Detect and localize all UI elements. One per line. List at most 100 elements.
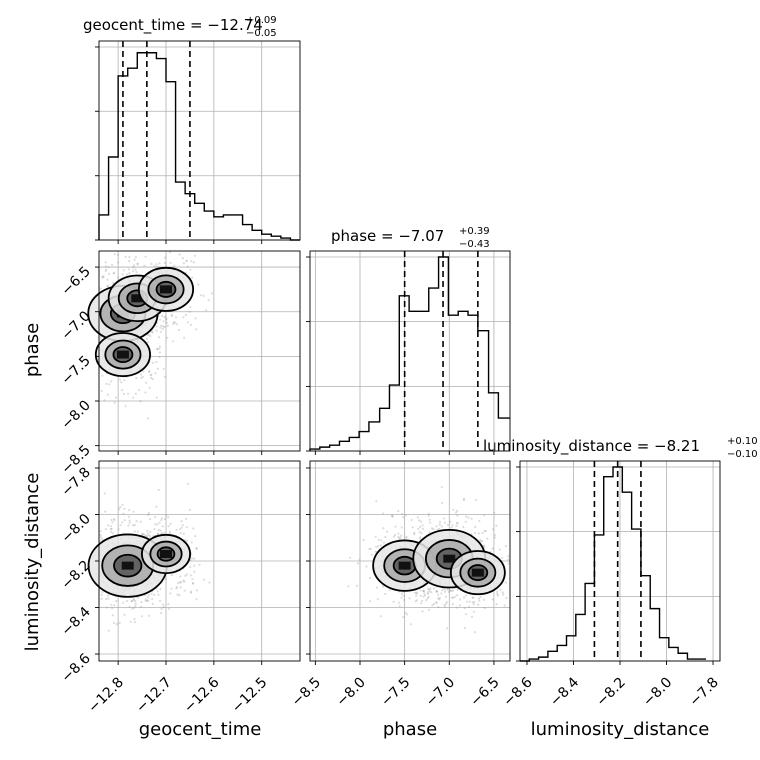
scatter-point — [189, 565, 192, 569]
scatter-point — [465, 613, 468, 616]
scatter-point — [130, 600, 134, 603]
scatter-point — [400, 596, 403, 599]
panel-frame — [309, 460, 511, 662]
scatter-point — [482, 598, 486, 601]
scatter-point — [193, 254, 196, 257]
scatter-point — [151, 331, 154, 334]
tick-label-x-geocent_time: −12.6 — [181, 674, 223, 716]
panel-luminosity_distance-vs-phase: −8.5 −8.0 −7.5 −7.0 −6.5 — [289, 460, 511, 710]
scatter-point — [376, 586, 379, 589]
scatter-point — [435, 601, 438, 604]
scatter-point — [413, 533, 416, 536]
scatter-point — [133, 264, 136, 267]
density-peak-2 — [471, 568, 484, 577]
scatter-point — [399, 536, 402, 540]
scatter-point — [186, 265, 189, 268]
xlabel-phase: phase — [383, 719, 437, 740]
scatter-point — [181, 524, 184, 527]
scatter-point — [386, 530, 389, 533]
scatter-point — [189, 323, 193, 326]
scatter-point — [473, 600, 476, 603]
scatter-point — [115, 623, 118, 626]
scatter-point — [453, 595, 456, 599]
scatter-point — [471, 596, 474, 599]
scatter-point — [176, 593, 179, 596]
scatter-point — [484, 529, 487, 533]
scatter-point — [429, 521, 432, 524]
scatter-point — [496, 593, 499, 596]
scatter-point — [401, 512, 404, 516]
scatter-point — [148, 614, 151, 617]
scatter-point — [438, 598, 441, 601]
scatter-point — [156, 367, 159, 370]
scatter-point — [474, 498, 477, 501]
scatter-point — [119, 524, 122, 527]
scatter-point — [111, 532, 114, 535]
scatter-point — [441, 589, 444, 592]
scatter-point — [161, 314, 164, 318]
density-peak-0 — [398, 561, 411, 570]
scatter-point — [107, 265, 110, 269]
scatter-point — [105, 606, 108, 609]
scatter-point — [132, 510, 135, 513]
scatter-point — [178, 594, 181, 597]
scatter-point — [423, 594, 427, 597]
scatter-point — [175, 528, 178, 531]
scatter-point — [418, 531, 421, 534]
scatter-point — [154, 515, 157, 519]
scatter-point — [185, 539, 189, 542]
scatter-point — [185, 260, 188, 263]
scatter-point — [107, 597, 110, 600]
scatter-point — [148, 517, 152, 521]
scatter-point — [191, 276, 194, 279]
scatter-point — [431, 604, 434, 607]
scatter-point — [444, 590, 447, 593]
scatter-point — [136, 596, 139, 599]
scatter-point — [193, 570, 196, 573]
scatter-point — [155, 361, 158, 364]
scatter-point — [109, 525, 112, 528]
scatter-point — [110, 530, 113, 534]
scatter-point — [142, 533, 145, 536]
contour-line-1 — [149, 540, 183, 568]
scatter-point — [192, 582, 195, 585]
tick-label-y-luminosity_distance: −8.6 — [58, 650, 93, 685]
scatter-point — [450, 589, 453, 592]
scatter-point — [478, 519, 481, 523]
scatter-point — [139, 605, 143, 609]
scatter-point — [507, 555, 510, 558]
scatter-point — [160, 612, 163, 615]
scatter-point — [163, 325, 166, 329]
scatter-point — [421, 527, 424, 531]
scatter-point — [450, 526, 453, 529]
scatter-point — [465, 594, 468, 597]
scatter-point — [410, 518, 413, 522]
panel-phase-vs-geocent_time: −8.5−8.0−7.5−7.0−6.5 — [58, 250, 301, 478]
scatter-point — [184, 517, 188, 521]
scatter-point — [163, 316, 166, 319]
scatter-point — [159, 318, 162, 321]
scatter-point — [384, 592, 387, 596]
scatter-point — [136, 262, 139, 265]
scatter-point — [106, 594, 109, 597]
scatter-point — [456, 522, 459, 525]
scatter-point — [170, 574, 173, 577]
scatter-point — [435, 590, 438, 593]
scatter-point — [149, 374, 152, 377]
scatter-point — [477, 532, 480, 535]
scatter-point — [382, 541, 386, 544]
scatter-point — [482, 544, 486, 547]
scatter-point — [374, 535, 377, 538]
scatter-point — [182, 532, 185, 535]
scatter-point — [194, 535, 197, 538]
scatter-point — [124, 255, 127, 258]
scatter-point — [472, 596, 475, 599]
scatter-point — [357, 562, 360, 565]
scatter-point — [155, 396, 158, 399]
scatter-point — [162, 605, 165, 609]
scatter-point — [478, 599, 481, 602]
scatter-point — [111, 607, 114, 610]
scatter-point — [388, 589, 391, 592]
scatter-point — [441, 501, 444, 504]
scatter-point — [503, 604, 506, 607]
